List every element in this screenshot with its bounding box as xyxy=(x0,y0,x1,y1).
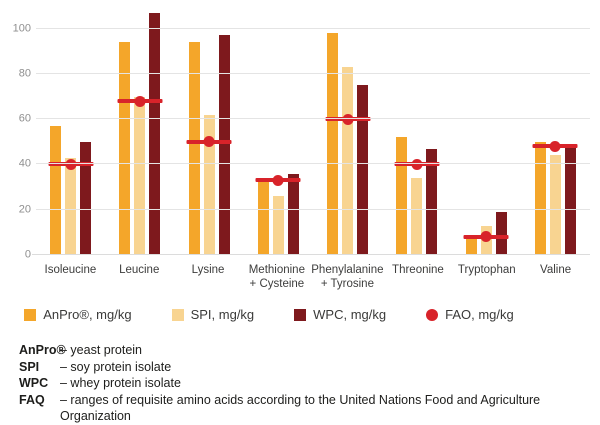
category-label: Valine xyxy=(540,264,572,276)
footnote-definition: – whey protein isolate xyxy=(60,376,181,390)
fao-dot xyxy=(65,158,77,170)
footnote-definition: – soy protein isolate xyxy=(60,359,172,374)
bar-group xyxy=(382,6,451,255)
footnote-row: WPC – whey protein isolate xyxy=(19,375,590,392)
bar-group xyxy=(521,6,590,255)
y-axis: 0 20 40 60 80 100 xyxy=(8,6,36,260)
category-label: Phenylalanine + Tyrosine xyxy=(311,264,384,290)
bar-anpro xyxy=(188,42,200,255)
bar-wpc xyxy=(564,146,576,255)
plot-area xyxy=(32,6,590,255)
bar-group xyxy=(36,6,105,255)
legend-square-icon xyxy=(171,308,184,321)
category-label: Methionine + Cysteine xyxy=(248,264,305,290)
legend-item: WPC, mg/kg xyxy=(294,307,386,322)
bar-anpro xyxy=(119,42,131,255)
bar-spi xyxy=(272,196,284,255)
category-labels: Isoleucine Leucine Lysine Methionine + Cyste… xyxy=(36,255,590,291)
y-tick-label: 0 xyxy=(24,248,31,261)
bar-wpc xyxy=(495,212,507,255)
bar-anpro xyxy=(327,33,339,255)
bar-wpc xyxy=(218,35,230,255)
fao-dot xyxy=(549,140,561,152)
amino-acid-bar-chart: 0 20 40 60 80 100 Isoleucine Leucine Lysine Meth… xyxy=(0,6,590,322)
gridline xyxy=(36,27,590,29)
bar-anpro xyxy=(465,236,477,255)
y-tick-label: 80 xyxy=(18,67,31,80)
footnote-row: FAQ – ranges of requisite amino acids acc… xyxy=(19,392,590,425)
bar-group xyxy=(313,6,382,255)
bar-wpc xyxy=(80,141,92,255)
footnote-term: WPC xyxy=(19,376,49,390)
gridline xyxy=(36,118,590,120)
bar-wpc xyxy=(357,85,369,255)
gridline xyxy=(36,208,590,210)
footnote-row: SPI – soy protein isolate xyxy=(19,359,590,376)
legend-square-icon xyxy=(24,308,37,321)
category-label: Leucine xyxy=(119,264,160,276)
footnote-term: SPI xyxy=(19,359,40,374)
bar-anpro xyxy=(396,137,408,255)
bar-spi xyxy=(203,114,215,255)
footnote-definition: – ranges of requisite amino acids accord… xyxy=(60,392,541,424)
fao-dot xyxy=(411,158,423,170)
bar-wpc xyxy=(149,12,161,255)
bar-group xyxy=(244,6,313,255)
legend-item: SPI, mg/kg xyxy=(171,307,255,322)
footnote-row: AnPro® – yeast protein xyxy=(19,342,590,359)
category-label: Threonine xyxy=(392,264,444,276)
bar-wpc xyxy=(426,148,438,255)
x-axis-baseline xyxy=(32,254,590,255)
bar-spi xyxy=(411,178,423,255)
bar-anpro xyxy=(534,141,546,255)
bar-groups xyxy=(36,6,590,255)
y-tick-label: 40 xyxy=(18,157,31,170)
category-label: Lysine xyxy=(191,264,225,276)
category-label: Tryptophan xyxy=(457,264,516,276)
bar-spi xyxy=(342,67,354,255)
legend-label: FAO, mg/kg xyxy=(445,307,514,322)
bar-spi xyxy=(65,157,77,255)
footnote-term: FAQ xyxy=(19,392,45,407)
footnote-definition: – yeast protein xyxy=(60,343,142,357)
bar-anpro xyxy=(50,125,62,255)
fao-dot xyxy=(272,174,284,186)
legend-label: SPI, mg/kg xyxy=(190,307,255,322)
legend-label: AnPro®, mg/kg xyxy=(43,307,132,322)
fao-dot xyxy=(203,136,215,148)
fao-dot xyxy=(342,113,354,125)
bar-group xyxy=(105,6,174,255)
bar-group xyxy=(175,6,244,255)
legend-item: FAO, mg/kg xyxy=(426,307,514,322)
bar-spi xyxy=(134,96,146,255)
legend-label: WPC, mg/kg xyxy=(313,307,387,322)
y-tick-label: 60 xyxy=(18,112,31,125)
gridline xyxy=(36,163,590,165)
footnotes: AnPro® – yeast protein SPI – soy protein is… xyxy=(19,342,590,425)
y-tick-label: 20 xyxy=(18,203,31,216)
legend-square-icon xyxy=(294,308,307,321)
bar-anpro xyxy=(257,180,269,255)
category-label: Isoleucine xyxy=(44,264,97,276)
y-tick-label: 100 xyxy=(12,22,31,35)
bar-wpc xyxy=(287,173,299,255)
fao-dot xyxy=(480,231,492,243)
gridline xyxy=(36,72,590,74)
footnote-term: AnPro® xyxy=(19,343,66,357)
fao-legend-circle-icon xyxy=(426,308,439,321)
bar-spi xyxy=(549,155,561,255)
chart-legend: AnPro®, mg/kg SPI, mg/kg WPC, mg/kg FAO, mg… xyxy=(0,307,560,322)
fao-dot xyxy=(134,95,146,107)
bar-group xyxy=(452,6,521,255)
legend-item: AnPro®, mg/kg xyxy=(24,307,132,322)
